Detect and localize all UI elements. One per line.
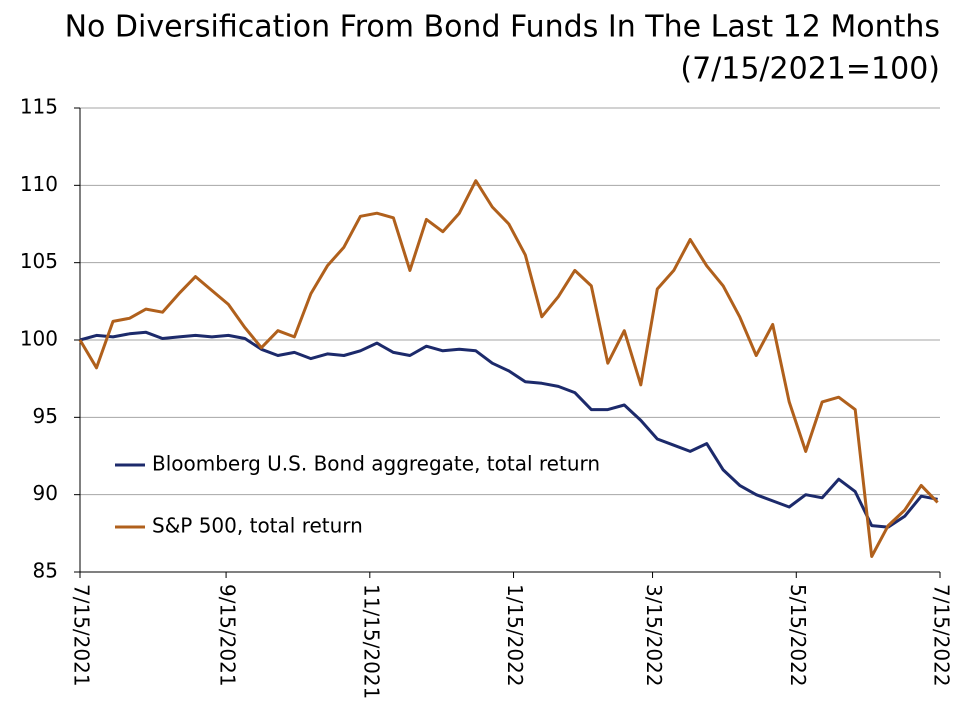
y-tick-label: 110 [20, 172, 58, 196]
series-line [78, 179, 939, 558]
chart-subtitle: (7/15/2021=100) [680, 52, 940, 87]
y-tick-label: 100 [20, 327, 58, 351]
x-tick-label: 7/15/2021 [70, 584, 94, 687]
x-tick-label: 7/15/2022 [930, 584, 954, 687]
x-tick-label: 11/15/2021 [359, 584, 383, 699]
x-tick-label: 1/15/2022 [503, 584, 527, 687]
y-tick-label: 115 [20, 95, 58, 119]
y-tick-label: 85 [33, 559, 58, 583]
chart-title: No Diversification From Bond Funds In Th… [65, 10, 940, 45]
y-tick-label: 95 [33, 404, 58, 428]
series-line [79, 330, 938, 529]
y-tick-label: 105 [20, 249, 58, 273]
y-tick-label: 90 [33, 481, 58, 505]
legend-label: Bloomberg U.S. Bond aggregate, total ret… [152, 452, 600, 476]
x-tick-label: 5/15/2022 [786, 584, 810, 687]
x-tick-label: 9/15/2021 [216, 584, 240, 687]
legend-label: S&P 500, total return [152, 514, 363, 538]
x-tick-label: 3/15/2022 [642, 584, 666, 687]
